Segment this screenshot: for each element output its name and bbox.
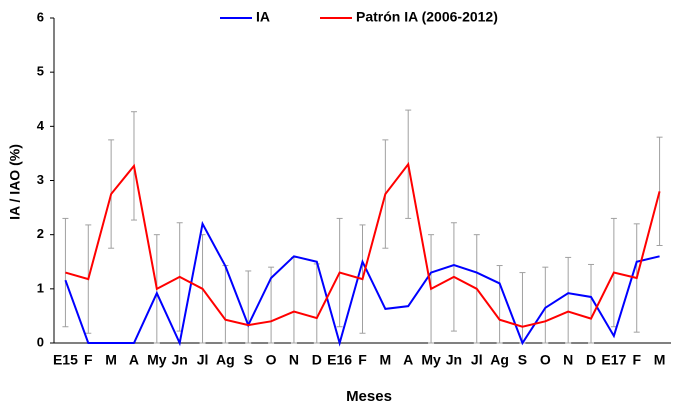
x-tick-label: A	[129, 352, 139, 368]
x-tick-label: S	[518, 352, 527, 368]
y-axis-label: IA / IAO (%)	[7, 144, 23, 220]
x-tick-label: F	[632, 352, 641, 368]
x-tick-label: M	[380, 352, 392, 368]
x-tick-label: Jn	[446, 352, 462, 368]
x-tick-label: Jl	[197, 352, 209, 368]
x-tick-label: A	[403, 352, 413, 368]
x-tick-label: S	[244, 352, 253, 368]
x-tick-label: Ag	[490, 352, 509, 368]
x-tick-label: E16	[327, 352, 352, 368]
x-tick-label: Ag	[216, 352, 235, 368]
x-tick-label: M	[105, 352, 117, 368]
x-tick-label: F	[358, 352, 367, 368]
legend-label: IA	[256, 9, 270, 25]
y-tick-label: 0	[37, 334, 44, 349]
x-tick-label: Jn	[172, 352, 188, 368]
x-tick-label: F	[84, 352, 93, 368]
x-tick-label: D	[312, 352, 322, 368]
x-tick-label: D	[586, 352, 596, 368]
x-tick-label: N	[289, 352, 299, 368]
x-tick-label: My	[421, 352, 441, 368]
y-tick-label: 1	[37, 280, 44, 295]
y-tick-label: 5	[37, 64, 44, 79]
y-tick-label: 2	[37, 226, 44, 241]
x-tick-label: M	[654, 352, 666, 368]
x-tick-label: O	[266, 352, 277, 368]
x-tick-label: My	[147, 352, 167, 368]
x-tick-label: N	[563, 352, 573, 368]
y-tick-label: 3	[37, 172, 44, 187]
y-tick-label: 6	[37, 9, 44, 24]
x-tick-label: E17	[601, 352, 626, 368]
x-axis-label: Meses	[346, 388, 392, 405]
legend-label: Patrón IA (2006-2012)	[356, 9, 498, 25]
y-tick-label: 4	[37, 118, 45, 133]
series-line	[64, 220, 660, 347]
x-tick-label: O	[540, 352, 551, 368]
series-line	[65, 161, 661, 328]
x-tick-label: Jl	[471, 352, 483, 368]
x-tick-label: E15	[53, 352, 78, 368]
